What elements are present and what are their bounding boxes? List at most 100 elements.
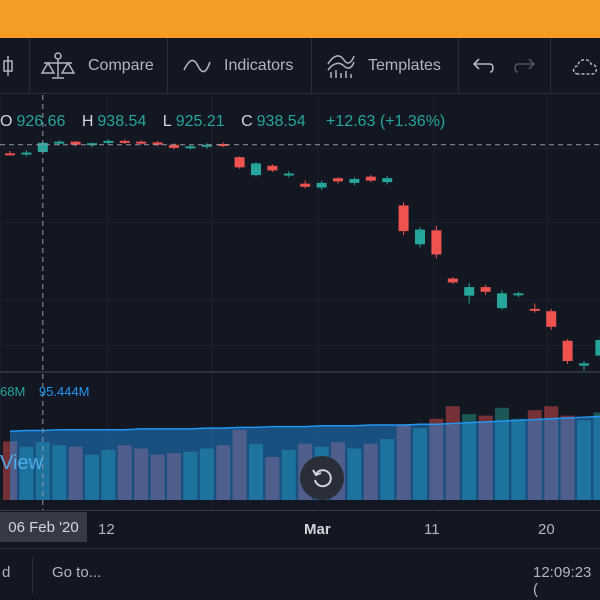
- low-value: 925.21: [175, 113, 225, 130]
- volume-legend: 68M 95.444M: [0, 384, 90, 399]
- volume-bar: [85, 454, 99, 500]
- ohlc-legend: O 926.66 H 938.54 L 925.21 C 938.54 +12.63 (…: [0, 113, 449, 135]
- toolbar-separator: [550, 38, 551, 94]
- cloud-icon: [572, 59, 598, 75]
- candle-body: [152, 142, 163, 145]
- volume-bar: [3, 441, 17, 500]
- candle-body: [398, 205, 409, 232]
- bottom-bar: d Go to... 12:09:23 (: [0, 548, 600, 600]
- volume-bar: [560, 415, 575, 500]
- volume-bar: [593, 412, 600, 500]
- candle-body: [5, 153, 15, 156]
- high-value: 938.54: [97, 113, 147, 130]
- candle-body: [37, 142, 48, 153]
- undo-button[interactable]: [470, 38, 496, 94]
- volume-bar: [544, 406, 559, 500]
- volume-bar: [19, 446, 34, 500]
- volume-bar: [199, 448, 214, 500]
- candle-body: [283, 173, 294, 176]
- volume-bar: [68, 446, 83, 500]
- volume-bar: [265, 457, 280, 500]
- volume-ma-area: [9, 415, 600, 500]
- candle-body: [333, 178, 343, 182]
- volume-bar: [478, 415, 493, 500]
- candle-body: [251, 163, 261, 176]
- volume-bar: [347, 448, 362, 500]
- volume-bar: [445, 406, 460, 500]
- candle-body: [70, 141, 81, 145]
- candle-body: [185, 146, 196, 149]
- candle-body: [513, 293, 524, 296]
- volume-bar: [495, 407, 509, 500]
- candlestick-icon: [3, 56, 13, 76]
- candle-body: [579, 363, 589, 366]
- chart-grid: [0, 95, 600, 510]
- candle-body: [562, 340, 573, 361]
- indicators-button[interactable]: Indicators: [182, 38, 293, 94]
- candle-body: [316, 182, 327, 188]
- candle-body: [234, 157, 245, 168]
- candle-body: [201, 144, 212, 147]
- top-accent-bar: [0, 0, 600, 38]
- candle-body: [447, 278, 458, 283]
- volume-ma-fill: [10, 416, 600, 500]
- volume-value: 68M: [0, 384, 26, 399]
- chart-overlays: [0, 95, 600, 510]
- volume-bar: [281, 450, 296, 500]
- candles: [5, 139, 600, 371]
- time-tick: 12: [98, 521, 115, 538]
- candle-body: [267, 165, 278, 171]
- goto-button[interactable]: Go to...: [52, 564, 102, 581]
- volume-bar: [35, 442, 50, 500]
- toolbar-separator: [458, 38, 459, 94]
- chart-toolbar: Compare Indicators Templates: [0, 38, 600, 94]
- close-key: C: [241, 113, 253, 130]
- toolbar-separator: [311, 38, 312, 94]
- range-button[interactable]: d: [2, 564, 11, 581]
- volume-bar: [134, 448, 149, 500]
- candle-body: [497, 293, 507, 309]
- clock-timezone[interactable]: 12:09:23 (: [533, 564, 592, 598]
- toolbar-separator: [29, 38, 30, 94]
- volume-bar: [183, 451, 198, 500]
- volume-bar: [249, 443, 263, 500]
- volume-bar: [216, 445, 231, 500]
- volume-bar: [527, 410, 542, 500]
- candle-body: [349, 179, 360, 183]
- view-overlay-text: View: [0, 452, 43, 474]
- reset-icon: [312, 469, 332, 488]
- volume-bar: [363, 443, 378, 500]
- volume-bar: [380, 439, 395, 500]
- volume-bar: [117, 445, 132, 500]
- volume-bar: [577, 420, 591, 500]
- time-tick: 20: [538, 521, 555, 538]
- open-key: O: [0, 113, 13, 130]
- candle-body: [21, 152, 32, 155]
- cloud-save-button[interactable]: [570, 38, 600, 94]
- candle-body: [218, 144, 229, 146]
- compare-scales-icon: [40, 52, 76, 79]
- candle-body: [546, 311, 557, 327]
- time-axis[interactable]: 12 Mar 11 20: [0, 510, 600, 546]
- redo-button[interactable]: [512, 38, 538, 94]
- volume-bar: [167, 453, 181, 500]
- crosshair-date-label: 06 Feb '20: [0, 512, 87, 542]
- candle-body: [119, 140, 130, 143]
- compare-button[interactable]: Compare: [40, 38, 154, 94]
- volume-bar: [396, 425, 411, 500]
- templates-label: Templates: [368, 57, 441, 74]
- candle-body: [87, 143, 97, 146]
- templates-button[interactable]: Templates: [326, 38, 441, 94]
- volume-ma-value: 95.444M: [38, 384, 90, 399]
- low-key: L: [162, 113, 172, 130]
- reset-chart-button[interactable]: [300, 456, 344, 500]
- volume-bar: [101, 450, 116, 500]
- volume-bar: [429, 418, 444, 500]
- candle-style-button[interactable]: [0, 38, 28, 94]
- indicators-label: Indicators: [224, 57, 294, 74]
- price-chart[interactable]: [0, 0, 600, 510]
- toolbar-separator: [167, 38, 168, 94]
- bottom-separator: [32, 557, 33, 593]
- candle-body: [415, 229, 425, 245]
